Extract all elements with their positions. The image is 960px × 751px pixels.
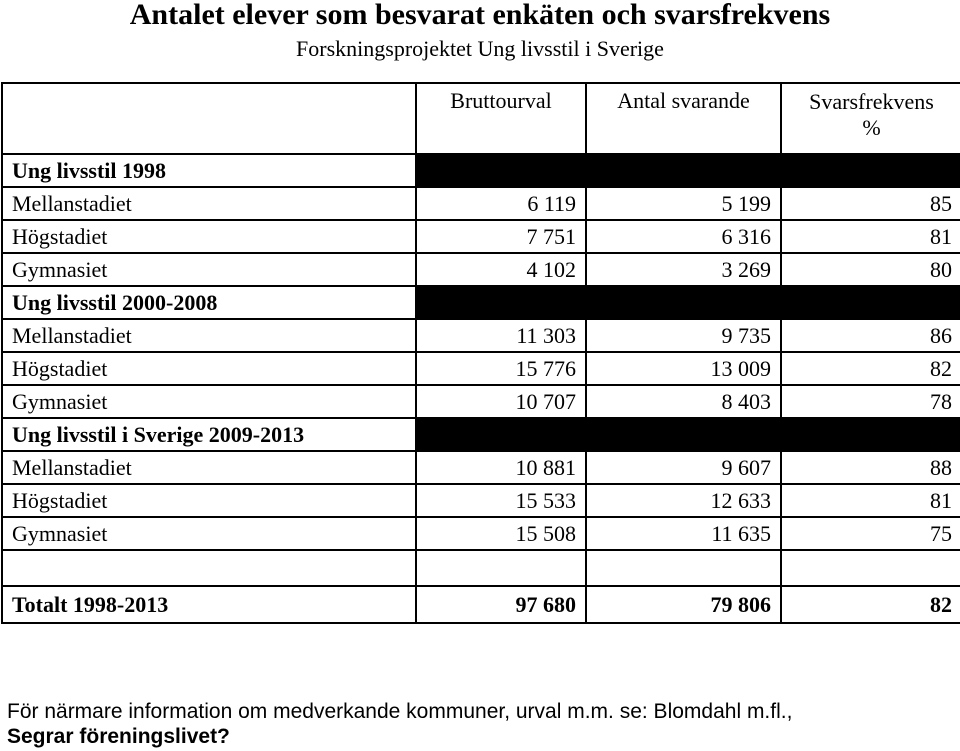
table-header-row: Bruttourval Antal svarande Svarsfrekvens… xyxy=(1,82,960,155)
row-label: Högstadiet xyxy=(1,219,417,254)
cell-svarsfrekvens: 81 xyxy=(780,219,960,254)
section-title: Ung livsstil 1998 xyxy=(1,153,417,188)
cell-svarsfrekvens: 75 xyxy=(780,516,960,551)
cell-svarsfrekvens: 82 xyxy=(780,351,960,386)
column-header-svarsfrekvens: Svarsfrekvens % xyxy=(780,82,960,155)
cell-bruttourval: 11 303 xyxy=(415,318,587,353)
table-row: Högstadiet 7 751 6 316 81 xyxy=(1,219,960,254)
page-title: Antalet elever som besvarat enkäten och … xyxy=(129,0,831,31)
cell-bruttourval: 10 707 xyxy=(415,384,587,419)
cell-svarsfrekvens: 78 xyxy=(780,384,960,419)
row-label: Högstadiet xyxy=(1,483,417,518)
cell-antal-svarande: 6 316 xyxy=(585,219,782,254)
row-label: Gymnasiet xyxy=(1,252,417,287)
section-title: Ung livsstil i Sverige 2009-2013 xyxy=(1,417,417,452)
cell-antal-svarande: 5 199 xyxy=(585,186,782,221)
cell-bruttourval: 15 508 xyxy=(415,516,587,551)
footnote-reference-title: Segrar föreningslivet? xyxy=(7,725,230,748)
column-header-svarsfrekvens-unit: % xyxy=(862,115,881,140)
table-row: Mellanstadiet 11 303 9 735 86 xyxy=(1,318,960,353)
section-row: Ung livsstil i Sverige 2009-2013 xyxy=(1,417,960,452)
total-bruttourval: 97 680 xyxy=(415,585,587,624)
row-label: Mellanstadiet xyxy=(1,450,417,485)
row-label: Gymnasiet xyxy=(1,516,417,551)
cell-bruttourval: 15 776 xyxy=(415,351,587,386)
section-black-bar xyxy=(415,417,960,452)
table-row: Högstadiet 15 533 12 633 81 xyxy=(1,483,960,518)
total-label: Totalt 1998-2013 xyxy=(1,585,417,624)
section-black-bar xyxy=(415,153,960,188)
cell-bruttourval: 10 881 xyxy=(415,450,587,485)
row-label: Mellanstadiet xyxy=(1,318,417,353)
column-header-antal-svarande: Antal svarande xyxy=(585,82,782,155)
footnote-text: För närmare information om medverkande k… xyxy=(7,700,793,723)
table-row: Högstadiet 15 776 13 009 82 xyxy=(1,351,960,386)
spacer-cell xyxy=(780,549,960,587)
row-label: Högstadiet xyxy=(1,351,417,386)
cell-antal-svarande: 9 607 xyxy=(585,450,782,485)
table-row: Mellanstadiet 10 881 9 607 88 xyxy=(1,450,960,485)
cell-svarsfrekvens: 80 xyxy=(780,252,960,287)
spacer-cell xyxy=(415,549,587,587)
total-antal-svarande: 79 806 xyxy=(585,585,782,624)
spacer-cell xyxy=(585,549,782,587)
section-row: Ung livsstil 1998 xyxy=(1,153,960,188)
table-row: Gymnasiet 4 102 3 269 80 xyxy=(1,252,960,287)
cell-svarsfrekvens: 88 xyxy=(780,450,960,485)
cell-svarsfrekvens: 86 xyxy=(780,318,960,353)
total-row: Totalt 1998-2013 97 680 79 806 82 xyxy=(1,585,960,624)
spacer-row xyxy=(1,549,960,587)
row-label: Mellanstadiet xyxy=(1,186,417,221)
cell-bruttourval: 4 102 xyxy=(415,252,587,287)
column-header-svarsfrekvens-label: Svarsfrekvens xyxy=(809,89,934,114)
cell-antal-svarande: 13 009 xyxy=(585,351,782,386)
cell-bruttourval: 15 533 xyxy=(415,483,587,518)
response-rate-table: Bruttourval Antal svarande Svarsfrekvens… xyxy=(1,82,960,624)
cell-antal-svarande: 8 403 xyxy=(585,384,782,419)
cell-antal-svarande: 11 635 xyxy=(585,516,782,551)
header-empty-cell xyxy=(1,82,417,155)
cell-antal-svarande: 3 269 xyxy=(585,252,782,287)
footnote: För närmare information om medverkande k… xyxy=(7,699,957,749)
section-title: Ung livsstil 2000-2008 xyxy=(1,285,417,320)
total-svarsfrekvens: 82 xyxy=(780,585,960,624)
row-label: Gymnasiet xyxy=(1,384,417,419)
table-row: Gymnasiet 15 508 11 635 75 xyxy=(1,516,960,551)
cell-bruttourval: 7 751 xyxy=(415,219,587,254)
page-subtitle: Forskningsprojektet Ung livsstil i Sveri… xyxy=(296,36,664,61)
cell-svarsfrekvens: 81 xyxy=(780,483,960,518)
section-row: Ung livsstil 2000-2008 xyxy=(1,285,960,320)
cell-bruttourval: 6 119 xyxy=(415,186,587,221)
spacer-cell xyxy=(1,549,417,587)
section-black-bar xyxy=(415,285,960,320)
table-row: Mellanstadiet 6 119 5 199 85 xyxy=(1,186,960,221)
cell-antal-svarande: 12 633 xyxy=(585,483,782,518)
cell-svarsfrekvens: 85 xyxy=(780,186,960,221)
table-row: Gymnasiet 10 707 8 403 78 xyxy=(1,384,960,419)
cell-antal-svarande: 9 735 xyxy=(585,318,782,353)
column-header-bruttourval: Bruttourval xyxy=(415,82,587,155)
